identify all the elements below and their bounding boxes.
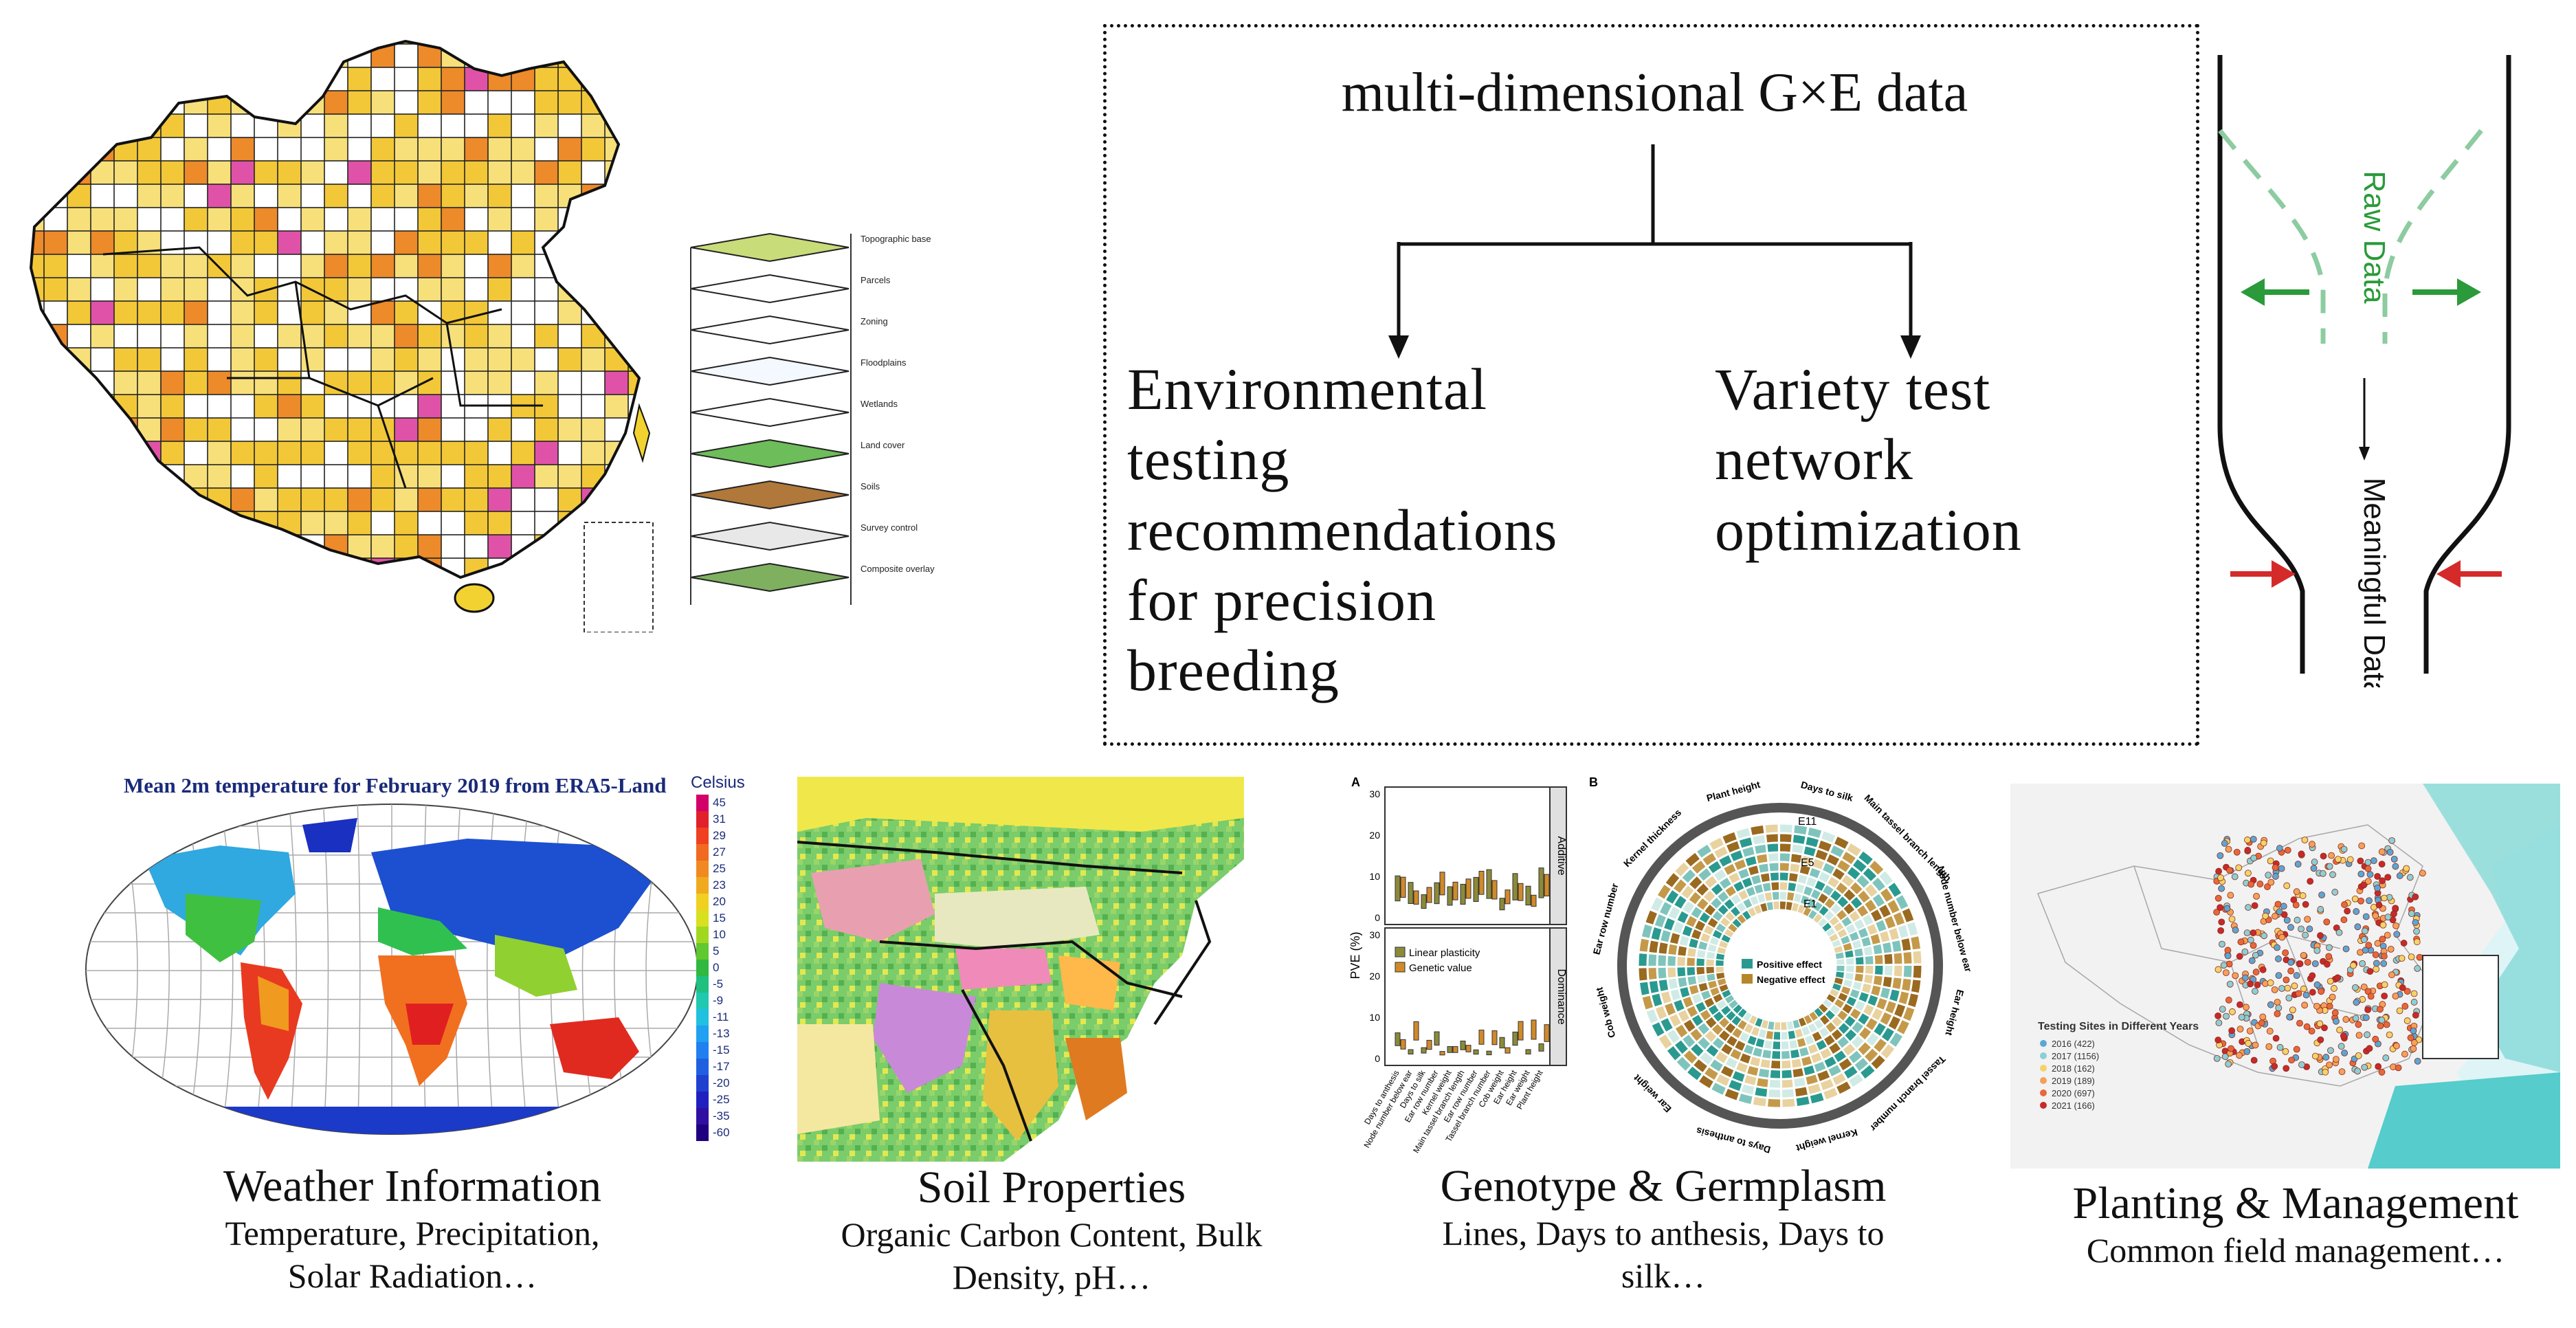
genotype-caption: Genotype & Germplasm Lines, Days to anth… <box>1368 1161 1959 1298</box>
svg-text:10: 10 <box>1369 871 1380 882</box>
planting-caption: Planting & Management Common field manag… <box>2028 1178 2564 1272</box>
svg-text:0: 0 <box>1375 912 1380 923</box>
box-heading: multi-dimensional G×E data <box>1341 63 1968 123</box>
svg-text:20: 20 <box>1369 830 1380 841</box>
scale-step: 31 <box>696 811 730 828</box>
facet-additive: Additive <box>1555 837 1567 876</box>
layer-label: Composite overlay <box>860 564 935 574</box>
ring-mark-e1: E1 <box>1803 898 1817 910</box>
legend-positive: Positive effect <box>1757 959 1822 970</box>
scale-step: -17 <box>696 1059 730 1075</box>
gis-layer-stack: Topographic base Parcels Zoning Floodplains… <box>680 220 1093 646</box>
right-arrow-icon <box>2457 278 2481 306</box>
temp-unit: Celsius <box>691 773 745 792</box>
layer-label: Floodplains <box>860 357 907 368</box>
china-grid-map <box>21 21 667 632</box>
scale-step: -11 <box>696 1009 730 1026</box>
layer-label: Wetlands <box>860 399 898 409</box>
tree-arrows <box>1388 144 1921 359</box>
soil-title: Soil Properties <box>917 1162 1186 1213</box>
scale-step: 0 <box>696 960 730 976</box>
layer-label: Zoning <box>860 316 888 327</box>
genotype-figure: A B PVE (%) Additive Dominance 30 20 10 0 3… <box>1347 770 1993 1169</box>
ring-mark-e5: E5 <box>1801 857 1814 869</box>
raw-data-label: Raw Data <box>2357 170 2391 304</box>
scale-step: 29 <box>696 828 730 844</box>
weather-title: Weather Information <box>223 1161 601 1211</box>
scale-step: 45 <box>696 795 730 811</box>
svg-text:0: 0 <box>1375 1053 1380 1064</box>
weather-map: Mean 2m temperature for February 2019 fr… <box>82 763 811 1148</box>
scale-step: 5 <box>696 943 730 960</box>
facet-dominance: Dominance <box>1555 969 1567 1025</box>
legend-year-label: 2016 (422) <box>2052 1039 2095 1049</box>
legend-year-label: 2018 (162) <box>2052 1063 2095 1074</box>
legend-year-label: 2020 (697) <box>2052 1088 2095 1098</box>
genotype-title: Genotype & Germplasm <box>1440 1161 1887 1211</box>
scale-step: 23 <box>696 877 730 894</box>
svg-text:20: 20 <box>1369 971 1380 982</box>
weather-map-title: Mean 2m temperature for February 2019 fr… <box>124 773 667 797</box>
pve-ylabel: PVE (%) <box>1348 931 1362 979</box>
right-outcome: Variety test network optimization <box>1715 356 2022 563</box>
left-outcome: Environmental testing recommendations fo… <box>1127 356 1558 704</box>
panel-b-label: B <box>1589 775 1598 789</box>
scale-step: -5 <box>696 976 730 993</box>
scale-step: -20 <box>696 1075 730 1092</box>
scale-step: -35 <box>696 1108 730 1125</box>
soil-map <box>797 777 1244 1162</box>
scale-step: 20 <box>696 894 730 910</box>
scale-step: 15 <box>696 910 730 927</box>
scale-step: -25 <box>696 1092 730 1108</box>
scale-step: -9 <box>696 993 730 1009</box>
gxe-box: multi-dimensional G×E data Environmental… <box>1103 24 2199 746</box>
layer-label: Survey control <box>860 522 918 533</box>
scale-step: -60 <box>696 1125 730 1141</box>
soil-caption: Soil Properties Organic Carbon Content, … <box>804 1162 1299 1299</box>
svg-text:30: 30 <box>1369 788 1380 799</box>
layer-label: Soils <box>860 481 880 491</box>
scale-step: 10 <box>696 927 730 943</box>
layer-label: Topographic base <box>860 234 931 244</box>
svg-text:30: 30 <box>1369 929 1380 940</box>
svg-text:10: 10 <box>1369 1012 1380 1023</box>
weather-caption: Weather Information Temperature, Precipi… <box>117 1161 708 1298</box>
scale-step: 25 <box>696 861 730 877</box>
left-arrow-icon <box>2241 278 2265 306</box>
panel-a-label: A <box>1351 775 1360 789</box>
legend-year-label: 2021 (166) <box>2052 1100 2095 1111</box>
legend-year-label: 2017 (1156) <box>2052 1051 2099 1061</box>
layer-label: Land cover <box>860 440 905 450</box>
planting-map: Testing Sites in Different Years 2016 (4… <box>2010 784 2560 1169</box>
scale-step: -13 <box>696 1026 730 1042</box>
planting-title: Planting & Management <box>2072 1178 2519 1228</box>
legend-linear: Linear plasticity <box>1409 947 1480 959</box>
scale-step: -15 <box>696 1042 730 1059</box>
planting-legend: Testing Sites in Different Years 2016 (4… <box>2038 1021 2199 1111</box>
temp-color-scale: 45 31 29 27 25 23 20 15 10 5 0 -5 -9 -11 -13 -15 -17 -20-… <box>696 795 730 1141</box>
svg-text:Testing Sites in Different Yea: Testing Sites in Different Years <box>2038 1021 2199 1032</box>
data-funnel: Raw Data Meaningful Data <box>2206 41 2564 687</box>
legend-year-label: 2019 (189) <box>2052 1076 2095 1086</box>
layer-label: Parcels <box>860 275 891 285</box>
legend-genetic: Genetic value <box>1409 962 1472 974</box>
ring-mark-e11: E11 <box>1798 816 1817 828</box>
scale-step: 27 <box>696 844 730 861</box>
legend-negative: Negative effect <box>1757 974 1825 985</box>
meaningful-data-label: Meaningful Data <box>2357 478 2391 687</box>
